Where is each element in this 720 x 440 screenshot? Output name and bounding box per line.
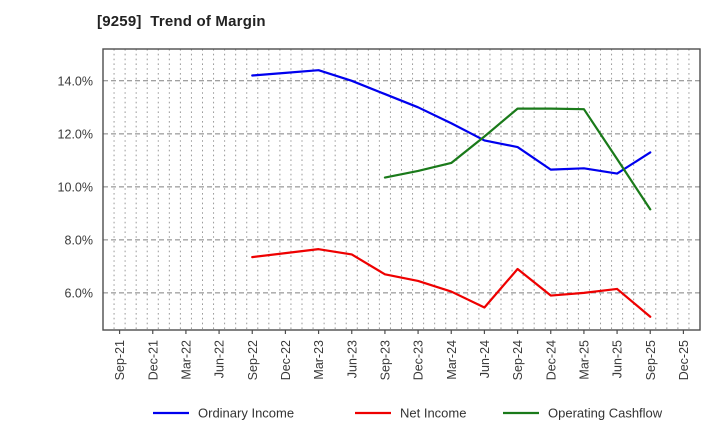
chart-title: [9259] Trend of Margin [97,13,266,30]
x-axis-tick-label: Mar-24 [445,340,459,380]
chart-legend: Ordinary Income Net Income Operating Cashf… [153,406,663,421]
plot-border [102,48,701,331]
legend-label-ordinary-income: Ordinary Income [198,406,294,421]
x-axis-tick-label: Sep-23 [378,340,392,380]
x-axis-tick-label: Dec-24 [544,340,558,380]
x-axis: Sep-21 Dec-21 Mar-22 Jun-22 Sep-22 Dec-22 Mar-… [113,330,691,380]
series-line-net-income [251,248,652,318]
y-axis-tick-label: 14.0% [58,74,93,88]
x-axis-tick-label: Jun-23 [345,340,359,378]
x-axis-tick-label: Jun-22 [213,340,227,378]
legend-label-net-income: Net Income [400,406,466,421]
x-axis-tick-label: Dec-21 [146,340,160,380]
x-axis-tick-label: Dec-23 [412,340,426,380]
x-axis-tick-label: Dec-22 [279,340,293,380]
x-axis-tick-label: Mar-23 [312,340,326,380]
legend-label-operating-cashflow: Operating Cashflow [548,406,663,421]
x-axis-tick-label: Sep-24 [511,340,525,380]
x-axis-tick-label: Dec-25 [677,340,691,380]
x-axis-tick-label: Mar-22 [179,340,193,380]
y-axis-tick-label: 8.0% [65,233,94,247]
x-axis-tick-label: Sep-25 [644,340,658,380]
vertical-gridlines [113,49,690,330]
data-series-group [251,69,652,318]
x-axis-tick-label: Jun-24 [478,340,492,378]
y-axis-tick-label: 12.0% [58,127,93,141]
y-axis-tick-label: 6.0% [65,286,94,300]
x-axis-tick-label: Sep-21 [113,340,127,380]
series-line-operating-cashflow [383,107,652,211]
y-axis-tick-label: 10.0% [58,180,93,194]
series-line-ordinary-income [251,69,652,175]
x-axis-tick-label: Mar-25 [577,340,591,380]
x-axis-tick-label: Sep-22 [246,340,260,380]
x-axis-tick-label: Jun-25 [611,340,625,378]
horizontal-gridlines: 6.0% 8.0% 10.0% 12.0% 14.0% [58,74,700,300]
